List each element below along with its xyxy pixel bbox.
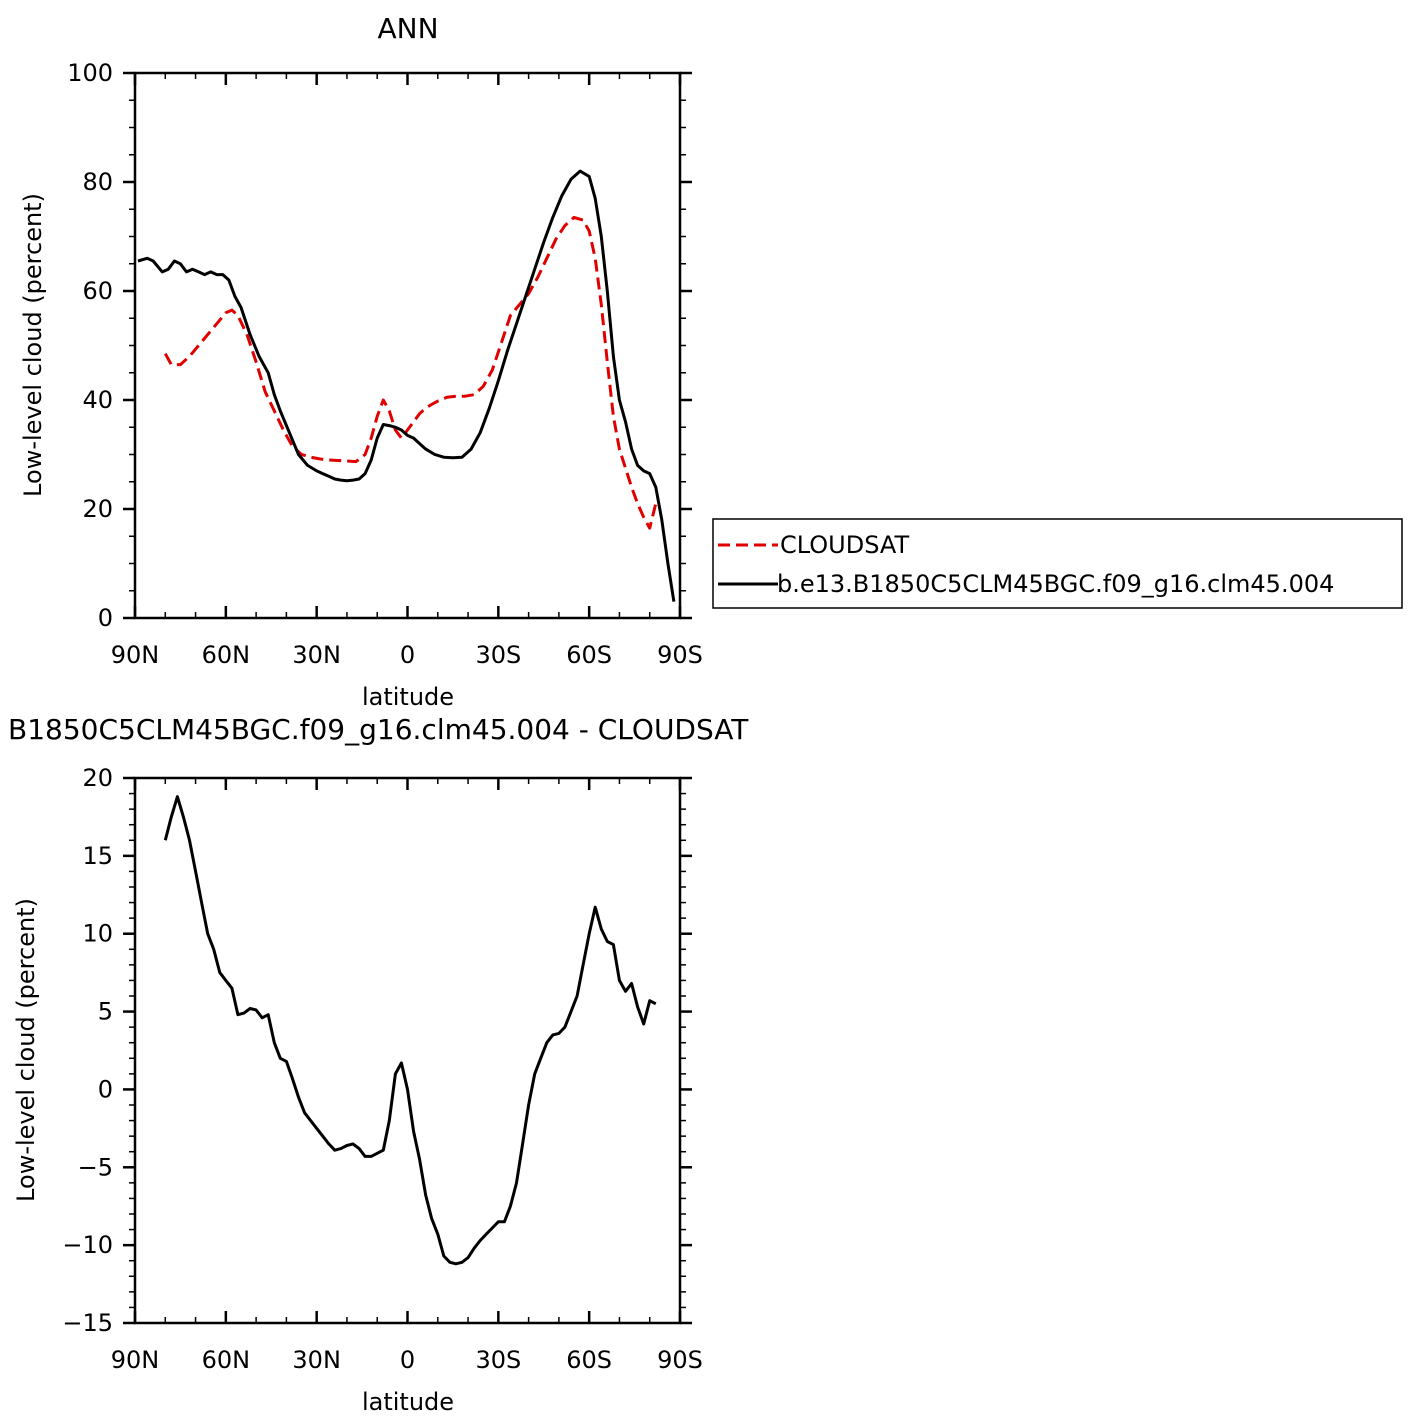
legend-box [712, 518, 1403, 609]
bottom-panel-title: B1850C5CLM45BGC.f09_g16.clm45.004 - CLOU… [8, 713, 749, 746]
bottom-xtick-label: 30S [475, 1346, 521, 1374]
bottom-ytick-label: 20 [82, 764, 113, 792]
top-ytick-label: 0 [98, 604, 113, 632]
top-ytick-label: 80 [82, 168, 113, 196]
bottom-xtick-label: 90N [111, 1346, 160, 1374]
bottom-ytick-label: −15 [62, 1309, 113, 1337]
bottom-plot-frame [133, 776, 682, 1325]
legend-label-cloudsat: CLOUDSAT [780, 531, 909, 559]
top-ytick-label: 20 [82, 495, 113, 523]
bottom-xtick-label: 30N [292, 1346, 341, 1374]
bottom-tick-labels: 90N 60N 30N 0 30S 60S 90S −15 −10 −5 0 5 10 15 20 [62, 764, 703, 1374]
bottom-xtick-label: 90S [657, 1346, 703, 1374]
bottom-ytick-label: 10 [82, 920, 113, 948]
top-xtick-label: 30S [475, 641, 521, 669]
legend: CLOUDSAT b.e13.B1850C5CLM45BGC.f09_g16.c… [712, 518, 1403, 609]
top-ytick-label: 40 [82, 386, 113, 414]
legend-label-model: b.e13.B1850C5CLM45BGC.f09_g16.clm45.004 [777, 570, 1334, 598]
bottom-panel: B1850C5CLM45BGC.f09_g16.clm45.004 - CLOU… [8, 713, 749, 1416]
top-panel-title: ANN [377, 12, 438, 45]
bottom-ytick-label: −5 [78, 1153, 113, 1181]
top-xtick-label: 90N [111, 641, 160, 669]
top-xtick-label: 30N [292, 641, 341, 669]
bottom-xtick-label: 60N [202, 1346, 251, 1374]
bottom-xaxis-label: latitude [362, 1388, 454, 1416]
bottom-axis-ticks [123, 776, 692, 1325]
bottom-ytick-label: 5 [98, 998, 113, 1026]
bottom-series-lines [163, 795, 657, 1266]
top-series-line-cloudsat [163, 215, 658, 530]
bottom-ytick-label: 15 [82, 842, 113, 870]
top-xtick-label: 90S [657, 641, 703, 669]
bottom-yaxis-label: Low-level cloud (percent) [12, 898, 40, 1202]
top-xtick-label: 60N [202, 641, 251, 669]
bottom-ytick-label: 0 [98, 1075, 113, 1103]
top-panel: ANN 90N 60N 30N 0 30S 60S 90S 0 20 40 60 80 100 lati… [19, 12, 1403, 711]
top-xtick-label: 0 [400, 641, 415, 669]
top-tick-labels: 90N 60N 30N 0 30S 60S 90S 0 20 40 60 80 100 [67, 59, 703, 669]
bottom-ytick-label: −10 [62, 1231, 113, 1259]
bottom-xtick-label: 60S [566, 1346, 612, 1374]
top-xaxis-label: latitude [362, 683, 454, 711]
bottom-xtick-label: 0 [400, 1346, 415, 1374]
top-plot-frame [133, 71, 682, 620]
top-ytick-label: 60 [82, 277, 113, 305]
bottom-series-line-difference [163, 795, 657, 1266]
top-series-line-model [137, 169, 676, 602]
top-series-lines [137, 169, 676, 602]
top-yaxis-label: Low-level cloud (percent) [19, 193, 47, 497]
top-ytick-label: 100 [67, 59, 113, 87]
top-axis-ticks [123, 71, 692, 620]
top-xtick-label: 60S [566, 641, 612, 669]
